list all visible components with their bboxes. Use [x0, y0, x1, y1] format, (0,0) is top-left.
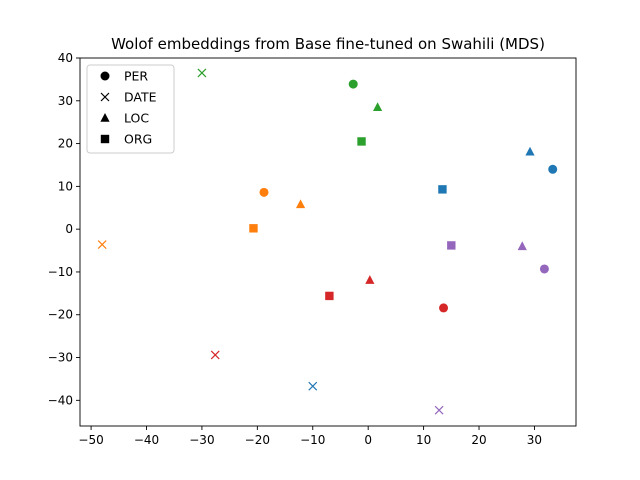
- y-tick-label: −10: [48, 265, 73, 279]
- y-tick-label: 10: [58, 179, 73, 193]
- legend-label: LOC: [124, 111, 149, 126]
- data-point-circle: [259, 187, 269, 197]
- legend-marker-circle: [100, 71, 110, 81]
- legend-box: [86, 64, 175, 154]
- x-tick-label: 20: [471, 433, 486, 447]
- x-tick-label: 10: [416, 433, 431, 447]
- y-tick-label: −20: [48, 308, 73, 322]
- x-tick-label: 30: [527, 433, 542, 447]
- legend-marker-square: [100, 134, 110, 144]
- data-point-triangle: [373, 102, 383, 112]
- data-point-square: [438, 185, 447, 194]
- data-point-square: [447, 241, 456, 250]
- data-point-circle: [348, 79, 358, 89]
- x-tick-label: −40: [134, 433, 159, 447]
- data-point-x: [308, 381, 318, 391]
- axes-frame: [79, 57, 577, 427]
- legend-label: DATE: [124, 90, 157, 105]
- legend-marker-triangle: [100, 113, 110, 122]
- y-tick-label: −40: [48, 393, 73, 407]
- data-point-triangle: [365, 275, 375, 284]
- data-point-square: [249, 224, 258, 233]
- y-tick-label: 40: [58, 51, 73, 65]
- plot-area: −50 −40 −30 −20 −10 0 10 20 30 −40 −30 −20 −10 0 10 20 3…: [48, 51, 577, 447]
- y-tick-label: 30: [58, 94, 73, 108]
- data-point-x: [197, 68, 207, 78]
- x-tick-label: −10: [300, 433, 325, 447]
- legend-marker-x: [100, 92, 110, 102]
- x-tick-label: 0: [364, 433, 372, 447]
- data-point-square: [325, 291, 334, 301]
- legend-label: ORG: [124, 132, 152, 147]
- x-tick-label: −30: [189, 433, 214, 447]
- data-point-circle: [539, 264, 549, 274]
- x-tick-label: −20: [245, 433, 270, 447]
- legend-label: PER: [124, 69, 148, 84]
- data-point-x: [97, 240, 107, 249]
- data-point-circle: [548, 164, 558, 174]
- y-tick-label: −30: [48, 351, 73, 365]
- y-tick-label: 0: [65, 222, 73, 236]
- data-point-triangle: [517, 241, 527, 251]
- data-point-square: [357, 137, 366, 146]
- data-point-triangle: [525, 146, 535, 156]
- data-point-triangle: [295, 199, 306, 209]
- x-tick-label: −50: [78, 433, 103, 447]
- data-point-x: [210, 350, 220, 360]
- data-point-x: [434, 405, 444, 415]
- data-point-circle: [439, 303, 449, 313]
- y-tick-label: 20: [58, 137, 73, 151]
- chart-title: Wolof embeddings from Base fine-tuned on…: [111, 35, 545, 53]
